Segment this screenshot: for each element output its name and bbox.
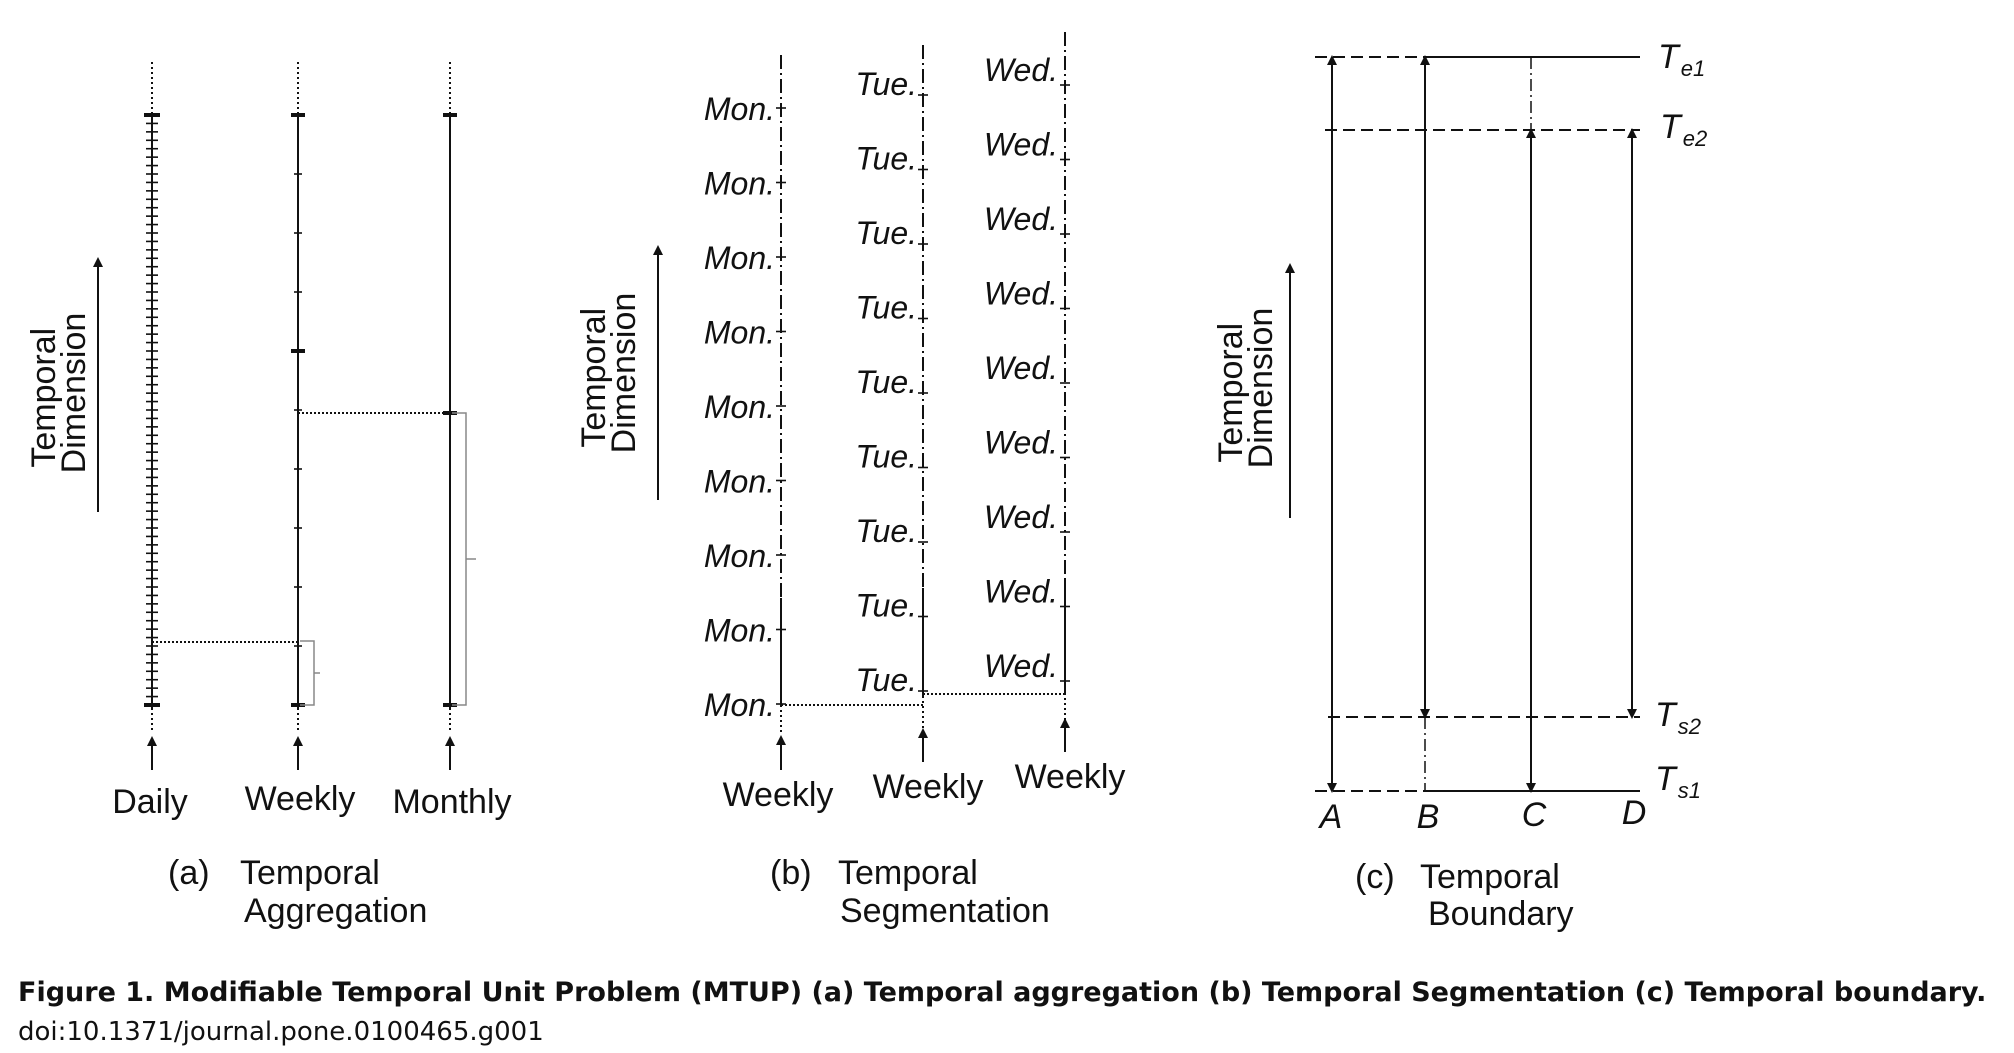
day-label: Tue. xyxy=(855,439,917,475)
day-label: Tue. xyxy=(855,662,917,698)
panel-c-letter: (c) xyxy=(1355,858,1395,896)
day-label: Mon. xyxy=(704,389,775,425)
panel-c-axis-label: Temporal Dimension xyxy=(1212,308,1280,469)
day-label: Mon. xyxy=(704,538,775,574)
boundary-te2-label: Te2 xyxy=(1660,108,1707,151)
monthly-timeline xyxy=(443,62,457,730)
month-brace xyxy=(452,412,476,706)
day-label: Mon. xyxy=(704,687,775,723)
panel-b: Temporal Dimension Mon.Mon.Mon.Mon.Mon.M… xyxy=(575,32,1125,930)
day-label: Wed. xyxy=(984,499,1058,535)
day-label: Tue. xyxy=(855,66,917,102)
panel-a-caption-line1: Temporal xyxy=(240,854,380,892)
daily-timeline xyxy=(144,62,160,730)
panel-b-axis-label: Temporal Dimension xyxy=(575,293,643,454)
monday-ticks xyxy=(776,107,786,705)
boundary-te1-label: Te1 xyxy=(1658,38,1705,81)
panel-b-letter: (b) xyxy=(770,854,812,892)
panel-c: Temporal Dimension Te1 Te2 Ts2 Ts1 A B C… xyxy=(1212,38,1707,933)
day-label: Mon. xyxy=(704,240,775,276)
panel-a-letter: (a) xyxy=(168,854,210,892)
line-b-label: B xyxy=(1417,798,1440,836)
day-label: Wed. xyxy=(984,52,1058,88)
tuesday-timeline xyxy=(918,45,928,730)
wednesday-timeline xyxy=(1060,32,1070,720)
wednesday-ticks xyxy=(1060,84,1070,682)
day-label: Tue. xyxy=(855,364,917,400)
weekly-label-2: Weekly xyxy=(873,768,984,806)
day-label: Tue. xyxy=(855,141,917,177)
weekly-label-3: Weekly xyxy=(1015,758,1126,796)
panel-a-axis-label: Temporal Dimension xyxy=(25,313,93,474)
day-label: Wed. xyxy=(984,425,1058,461)
panel-a: Temporal Dimension xyxy=(25,62,512,930)
week-brace xyxy=(300,640,320,706)
day-label: Mon. xyxy=(704,315,775,351)
day-label: Tue. xyxy=(855,290,917,326)
boundary-ts2-label: Ts2 xyxy=(1655,696,1701,739)
monthly-label: Monthly xyxy=(392,783,511,821)
line-d-label: D xyxy=(1622,794,1647,832)
weekly-label-1: Weekly xyxy=(723,776,834,814)
panel-c-caption-line2: Boundary xyxy=(1428,895,1574,933)
day-label: Tue. xyxy=(855,588,917,624)
day-label: Wed. xyxy=(984,574,1058,610)
line-c-label: C xyxy=(1522,796,1547,834)
day-label: Wed. xyxy=(984,127,1058,163)
weekly-timeline xyxy=(291,62,305,730)
day-label: Mon. xyxy=(704,91,775,127)
panel-c-caption-line1: Temporal xyxy=(1420,858,1560,896)
day-label: Mon. xyxy=(704,166,775,202)
day-label: Wed. xyxy=(984,201,1058,237)
day-labels: Mon. Mon. Mon. Mon. Mon. Mon. Mon. Mon. Mon. Tue.… xyxy=(704,52,1058,723)
boundary-ts1-label: Ts1 xyxy=(1655,760,1701,803)
line-a-label: A xyxy=(1318,798,1343,836)
day-label: Wed. xyxy=(984,350,1058,386)
daily-label: Daily xyxy=(112,783,188,821)
day-label: Tue. xyxy=(855,513,917,549)
daily-ticks xyxy=(144,113,160,707)
panel-a-caption-line2: Aggregation xyxy=(244,892,427,930)
weekly-label: Weekly xyxy=(245,780,356,818)
day-label: Wed. xyxy=(984,276,1058,312)
figure-caption: Figure 1. Modifiable Temporal Unit Probl… xyxy=(18,977,1987,1008)
day-label: Wed. xyxy=(984,648,1058,684)
day-label: Mon. xyxy=(704,464,775,500)
day-label: Mon. xyxy=(704,613,775,649)
panel-b-caption-line1: Temporal xyxy=(838,854,978,892)
day-label: Tue. xyxy=(855,215,917,251)
tuesday-ticks xyxy=(918,94,928,692)
doi-text: doi:10.1371/journal.pone.0100465.g001 xyxy=(18,1017,544,1047)
monday-timeline xyxy=(776,55,786,735)
panel-b-caption-line2: Segmentation xyxy=(840,892,1050,930)
